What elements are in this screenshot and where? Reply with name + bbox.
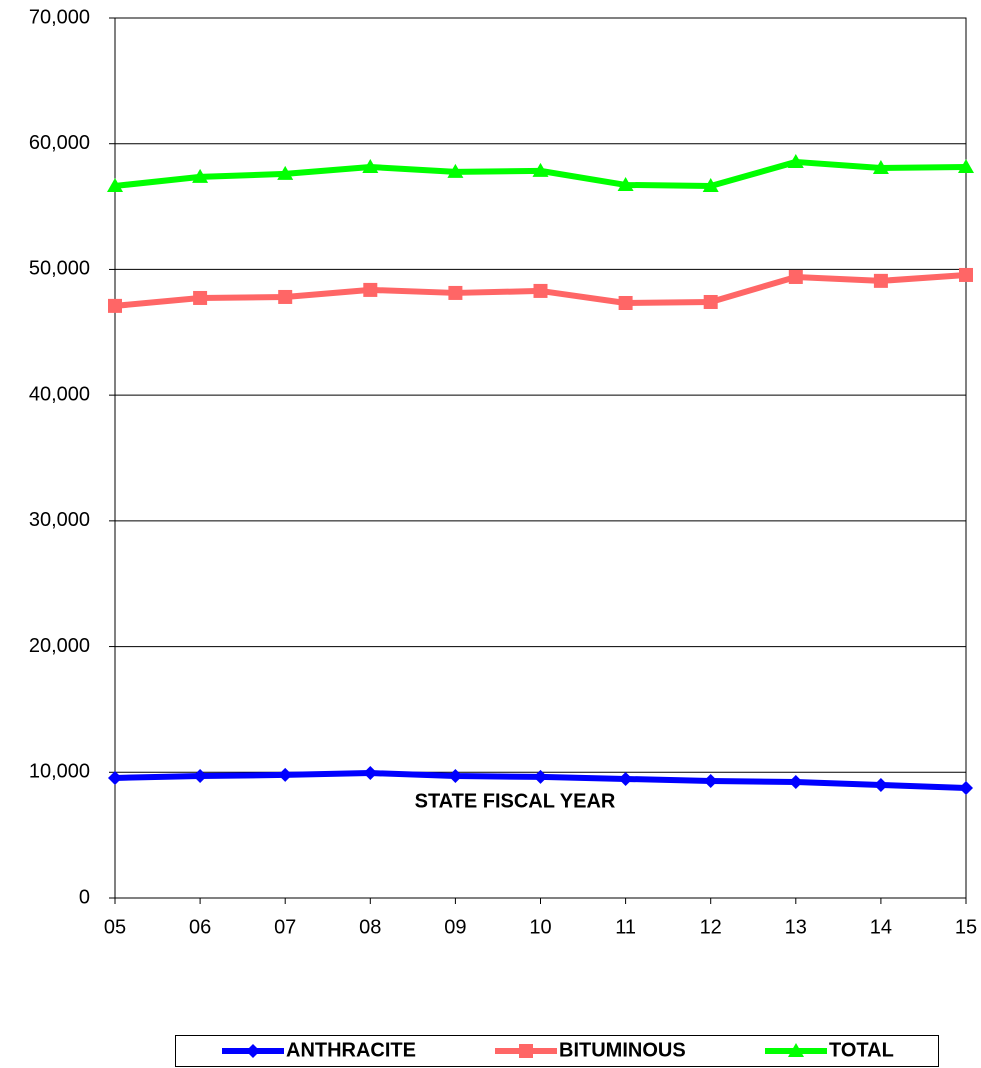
- x-tick-label: 10: [529, 916, 551, 938]
- x-tick-label: 09: [444, 916, 466, 938]
- marker: [788, 269, 803, 284]
- marker: [107, 177, 123, 192]
- marker: [192, 168, 209, 183]
- y-tick-label: 60,000: [29, 132, 90, 154]
- x-tick-label: 07: [274, 916, 296, 938]
- marker: [362, 158, 379, 173]
- legend-label: ANTHRACITE: [286, 1039, 416, 1061]
- legend-marker: [519, 1044, 533, 1058]
- marker: [108, 770, 122, 785]
- x-tick-label: 15: [955, 916, 977, 938]
- marker: [703, 773, 718, 788]
- marker: [278, 767, 293, 782]
- marker: [872, 159, 889, 174]
- marker: [618, 771, 633, 786]
- marker: [959, 781, 973, 795]
- marker: [873, 777, 888, 792]
- marker: [278, 289, 293, 304]
- marker: [363, 766, 378, 781]
- marker: [108, 298, 122, 313]
- marker: [448, 769, 463, 784]
- marker: [617, 176, 634, 191]
- x-tick-label: 13: [785, 916, 807, 938]
- marker: [958, 158, 974, 173]
- y-tick-label: 40,000: [29, 383, 90, 405]
- y-tick-label: 20,000: [29, 635, 90, 657]
- plot-area: [114, 17, 967, 899]
- y-tick-label: 50,000: [29, 258, 90, 280]
- x-tick-label: 05: [104, 916, 126, 938]
- marker: [277, 165, 294, 180]
- marker: [447, 163, 464, 178]
- x-tick-label: 11: [615, 916, 636, 938]
- x-tick-label: 14: [870, 916, 892, 938]
- marker: [788, 774, 803, 789]
- marker: [448, 285, 463, 300]
- legend-marker: [246, 1044, 260, 1058]
- marker: [787, 153, 804, 168]
- x-tick-label: 06: [189, 916, 211, 938]
- y-tick-label: 10,000: [29, 761, 90, 783]
- marker: [193, 290, 208, 305]
- y-tick-label: 30,000: [29, 509, 90, 531]
- marker: [618, 295, 633, 310]
- legend-label: BITUMINOUS: [559, 1039, 686, 1061]
- x-tick-label: 08: [359, 916, 381, 938]
- x-tick-label: 12: [700, 916, 722, 938]
- marker: [702, 177, 719, 192]
- x-axis-label: STATE FISCAL YEAR: [415, 790, 616, 812]
- marker: [532, 162, 549, 177]
- legend-label: TOTAL: [829, 1039, 894, 1061]
- y-tick-label: 70,000: [29, 6, 90, 28]
- marker: [193, 769, 208, 784]
- marker: [703, 294, 718, 309]
- marker: [363, 282, 378, 297]
- marker: [533, 769, 548, 784]
- y-tick-label: 0: [79, 886, 90, 908]
- legend-marker: [788, 1043, 804, 1057]
- marker: [959, 267, 973, 282]
- marker: [533, 283, 548, 298]
- marker: [873, 273, 888, 288]
